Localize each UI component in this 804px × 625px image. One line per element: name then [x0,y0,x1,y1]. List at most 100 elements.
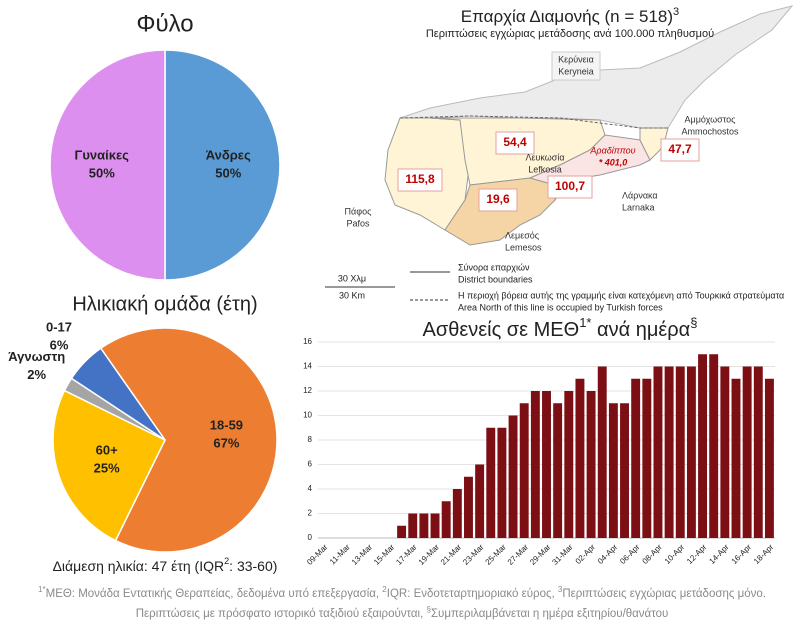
x-tick-label: 19-Mar [417,542,442,567]
bar [553,403,563,538]
bar-title-part: 1* [579,315,591,330]
map-title-text: Επαρχία Διαμονής (n = 518) [461,7,673,26]
y-tick-label: 4 [308,484,313,493]
scale-label: 30 Km [339,290,365,300]
pie-slice [99,327,278,553]
rate-box [660,138,700,162]
slice-label: 18-59 [210,418,243,433]
footnote-text: Περιπτώσεις εγχώριας μετάδοσης μόνο. Περ… [135,587,766,620]
aradippou-rate: * 401,0 [599,157,628,167]
pie-title: Ηλικιακή ομάδα (έτη) [72,293,257,315]
place-name: Λευκωσία [525,152,564,162]
footnote-mark: 1* [38,585,46,594]
map-title: Επαρχία Διαμονής (n = 518)3 [461,6,679,27]
slice-value: 2% [27,367,46,382]
bar [642,378,652,538]
x-tick-label: 27-Mar [506,542,531,567]
bar [508,415,518,538]
x-tick-label: 29-Mar [528,542,553,567]
pie-note-part: 2 [224,556,229,566]
bar-title-part: Ασθενείς σε ΜΕΘ [423,319,580,341]
bar [452,489,462,538]
bar [620,403,629,538]
slice-label: Γυναίκες [75,147,130,162]
rate-box [478,188,518,212]
rate-box [495,131,535,155]
bar [441,501,451,538]
y-tick-label: 8 [308,435,313,444]
y-tick-label: 16 [303,337,312,346]
rate: 47,7 [668,142,692,156]
pie-note-part: Διάμεση ηλικία: 47 έτη (IQR [53,558,225,574]
slice-label: 0-17 [46,319,72,334]
x-tick-label: 02-Apr [574,542,598,566]
bar [542,391,551,538]
occupation-line [399,115,668,129]
bar-title-part: ανά ημέρα [591,319,690,341]
map: Επαρχία Διαμονής (n = 518)3 Περιπτώσεις … [325,5,794,312]
bar [608,403,618,538]
pie-slice [164,49,281,281]
slice-label: Άνδρες [206,147,251,162]
x-tick-label: 31-Mar [550,542,575,567]
pie-slice [49,49,166,281]
legend-text: Area North of this line is occupied by T… [458,302,663,312]
x-tick-label: 08-Apr [641,542,665,566]
rate: 54,4 [503,135,527,149]
y-tick-label: 0 [308,533,313,542]
slice-value: 50% [89,165,115,180]
pie-note-part: : 33-60) [229,558,277,574]
bar [397,525,407,538]
footnote-text: IQR: Ενδοτεταρτημοριακό εύρος, [386,587,558,600]
place-name-en: Lemesos [505,242,542,252]
place-name: Αμμόχωστος [685,114,737,124]
bar [419,513,429,538]
district-ammochostos [639,127,669,161]
place-name: Λάρνακα [622,190,658,200]
slice-value: 50% [215,165,241,180]
bar [653,366,663,538]
y-tick-label: 10 [303,411,312,420]
place-name-en: Lefkosia [528,164,562,174]
bar [564,391,574,538]
bar [731,378,741,538]
place-name: Κερύνεια [558,54,594,64]
rate: 100,7 [555,179,585,193]
footnote-text: Συμπεριλαμβάνεται η ημέρα εξιτηρίου/θανά… [430,607,669,620]
bar [408,513,418,538]
rate-box [397,168,443,192]
legend-text: District boundaries [458,274,533,284]
bar [764,378,774,538]
place-name-en: Pafos [346,218,370,228]
x-tick-label: 15-Mar [372,542,397,567]
bar [497,427,507,538]
footnote-mark: 2 [382,585,387,594]
place-name-en: Ammochostos [681,126,739,136]
x-tick-label: 13-Mar [350,542,375,567]
footnote-text: ΜΕΘ: Μονάδα Εντατικής Θεραπείας, δεδομέν… [45,587,383,600]
slice-label: 60+ [96,442,118,457]
bar [709,354,719,538]
x-tick-label: 16-Apr [730,542,754,566]
x-tick-label: 12-Apr [685,542,709,566]
place-name-en: Keryneia [558,66,594,76]
x-tick-label: 23-Mar [461,542,486,567]
x-tick-label: 25-Mar [484,542,509,567]
y-tick-label: 2 [308,509,313,518]
bar [430,513,440,538]
bar [475,464,485,538]
bar [597,366,607,538]
x-tick-label: 10-Apr [663,542,687,566]
rate-box [547,175,593,199]
bar-title-part: § [690,315,697,330]
bar [586,391,596,538]
y-tick-label: 6 [308,460,313,469]
infographic: Επαρχία Διαμονής (n = 518)3 Περιπτώσεις … [8,5,794,574]
bar [519,403,529,538]
place-name: Πάφος [345,206,373,216]
place-name-en: Larnaka [622,202,655,212]
bar [575,378,585,538]
slice-value: 6% [50,337,69,352]
x-tick-label: 21-Mar [439,542,464,567]
